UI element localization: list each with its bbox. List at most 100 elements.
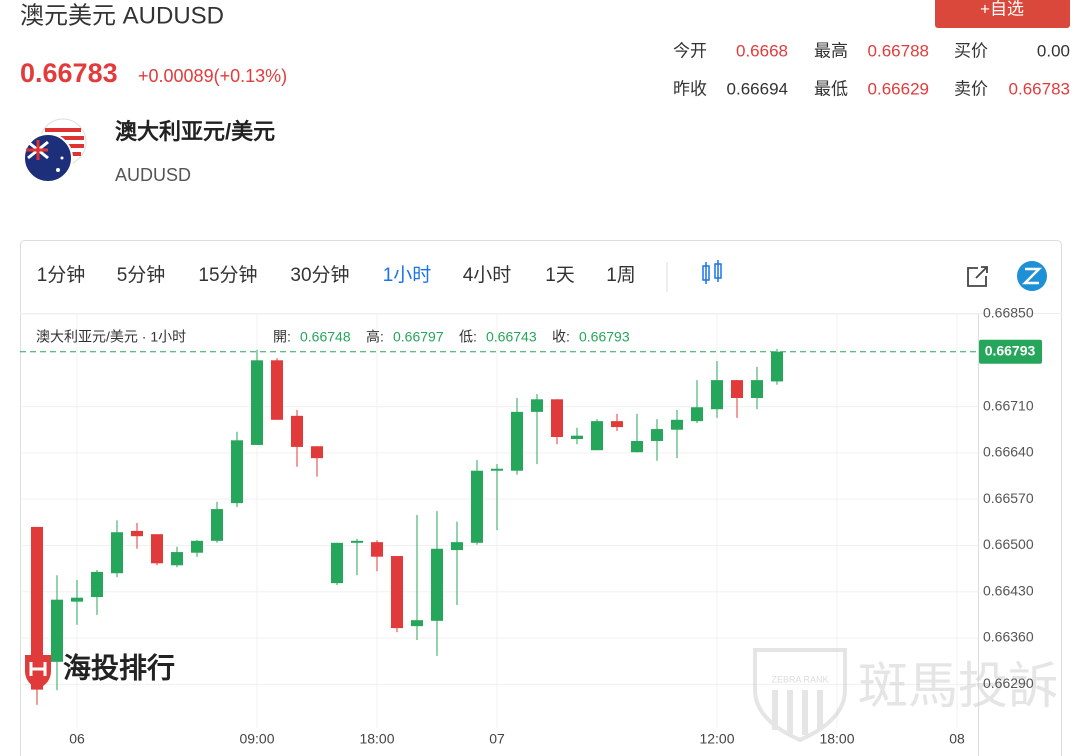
page-title: 澳元美元 AUDUSD	[20, 2, 224, 29]
candle-body	[491, 468, 503, 471]
candle-body	[531, 399, 543, 412]
candle-body	[411, 620, 423, 627]
x-tick-label: 07	[489, 731, 505, 747]
watchlist-label[interactable]: +自选	[980, 0, 1024, 18]
legend-label: 低:	[459, 329, 477, 345]
watermark-left: 海投排行	[25, 651, 175, 689]
watermark-right: ZEBRA RANK 斑馬投訴	[753, 648, 1058, 743]
stat-value: 0.66629	[868, 79, 929, 98]
interval-tab[interactable]: 1天	[545, 265, 575, 286]
candle-body	[391, 556, 403, 629]
candle-body	[751, 380, 763, 398]
chart-type-icon[interactable]	[702, 260, 722, 284]
candle-body	[91, 571, 103, 598]
y-tick-label: 0.66290	[983, 675, 1034, 691]
candle-body	[691, 407, 703, 422]
candle-body	[731, 380, 743, 398]
x-tick-label: 09:00	[239, 731, 274, 747]
price-tag	[979, 339, 1042, 364]
interval-tab[interactable]: 1周	[606, 265, 636, 286]
stat-value: 0.66788	[868, 41, 929, 60]
legend-value: 0.66793	[579, 329, 630, 345]
candle-body	[771, 351, 783, 382]
legend-label: 收:	[552, 329, 570, 345]
candle-body	[71, 597, 83, 602]
instrument-code: AUDUSD	[115, 165, 191, 185]
legend-value: 0.66748	[300, 329, 351, 345]
flag-icon	[23, 118, 87, 183]
candle-body	[511, 411, 523, 471]
candle-body	[271, 360, 283, 420]
stat-label: 卖价	[954, 79, 988, 98]
instrument-name: 澳大利亚元/美元	[115, 119, 275, 144]
stat-value: 0.66694	[727, 79, 788, 98]
candle-body	[331, 542, 343, 584]
candle-body	[551, 399, 563, 437]
interval-tab[interactable]: 1小时	[383, 264, 432, 286]
interval-tab[interactable]: 4小时	[463, 264, 512, 286]
legend-value: 0.66743	[486, 329, 537, 345]
x-tick-label: 06	[69, 731, 85, 747]
candle-body	[131, 530, 143, 537]
candle-body	[571, 435, 583, 439]
candle-body	[111, 532, 123, 574]
watchlist-button[interactable]	[935, 0, 1070, 28]
candle-body	[431, 548, 443, 621]
candle-body	[251, 360, 263, 445]
y-tick-label: 0.66360	[983, 629, 1034, 645]
price-tag-label: 0.66793	[985, 342, 1036, 358]
candle-body	[351, 540, 363, 543]
stat-value: 0.00	[1037, 41, 1070, 60]
candle-body	[291, 415, 303, 447]
watermark-left-text: 海投排行	[63, 651, 175, 683]
stat-label: 昨收	[673, 79, 707, 98]
brand-icon-glyph	[1021, 267, 1043, 285]
legend-label: 開:	[273, 329, 291, 345]
candle-body	[371, 542, 383, 557]
candle-body	[151, 534, 163, 564]
stat-label: 今开	[673, 41, 707, 60]
candle-body	[51, 599, 63, 662]
stat-label: 买价	[954, 41, 988, 60]
x-tick-label: 12:00	[699, 731, 734, 747]
candle-body	[31, 526, 43, 690]
y-tick-label: 0.66640	[983, 444, 1034, 460]
y-tick-label: 0.66430	[983, 582, 1034, 598]
candle-body	[671, 419, 683, 430]
candle-body	[231, 440, 243, 504]
stat-value: 0.66783	[1009, 79, 1070, 98]
interval-tab[interactable]: 15分钟	[198, 264, 257, 286]
x-tick-label: 08	[949, 731, 965, 747]
watermark-badge: ZEBRA RANK	[771, 674, 828, 684]
y-tick-label: 0.66500	[983, 536, 1034, 552]
stat-label: 最高	[814, 41, 848, 60]
share-icon[interactable]	[967, 266, 988, 287]
x-tick-label: 18:00	[359, 731, 394, 747]
interval-tab[interactable]: 1分钟	[37, 264, 86, 286]
y-tick-label: 0.66710	[983, 397, 1034, 413]
candle-body	[611, 421, 623, 428]
plot	[20, 313, 978, 728]
legend-value: 0.66797	[393, 329, 444, 345]
candle-body	[631, 440, 643, 453]
legend-symbol: 澳大利亚元/美元 · 1小时	[36, 329, 186, 345]
interval-tab[interactable]: 5分钟	[117, 264, 166, 286]
legend-label: 高:	[366, 329, 384, 345]
x-tick-label: 18:00	[819, 731, 854, 747]
candle-body	[311, 446, 323, 459]
stat-label: 最低	[814, 79, 848, 98]
candle-body	[471, 470, 483, 543]
interval-tab[interactable]: 30分钟	[290, 264, 349, 286]
candle-body	[711, 380, 723, 410]
y-tick-label: 0.66850	[983, 305, 1034, 321]
candle-body	[651, 429, 663, 441]
price-change: +0.00089(+0.13%)	[138, 66, 287, 86]
y-tick-label: 0.66570	[983, 490, 1034, 506]
watermark-right-text: 斑馬投訴	[858, 658, 1058, 714]
last-price: 0.66783	[20, 58, 118, 88]
candle-body	[171, 552, 183, 566]
candle-body	[451, 542, 463, 551]
stat-value: 0.6668	[736, 41, 788, 60]
candle-body	[591, 421, 603, 451]
